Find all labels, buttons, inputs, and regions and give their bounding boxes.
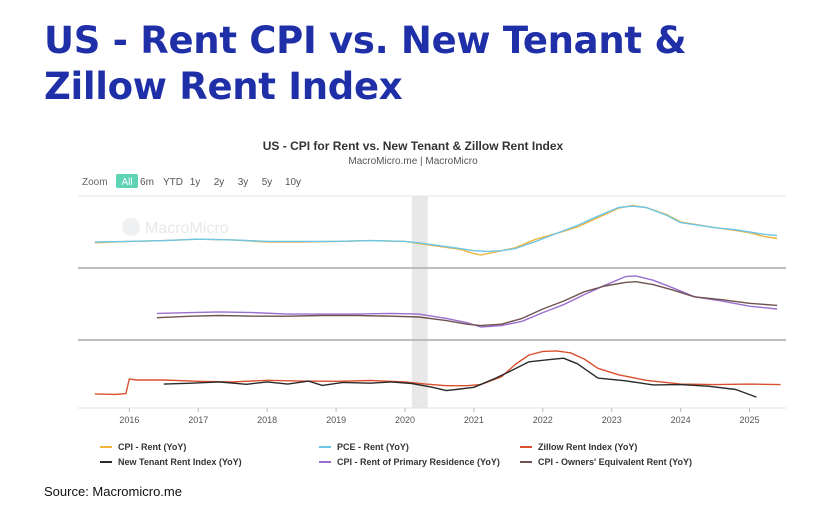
zoom-button-6m[interactable]: 6m bbox=[137, 174, 157, 188]
zoom-button-label: 5y bbox=[262, 177, 273, 188]
x-tick-label: 2020 bbox=[395, 415, 415, 425]
chart-frame: US - CPI for Rent vs. New Tenant & Zillo… bbox=[78, 122, 786, 474]
legend-label: CPI - Owners' Equivalent Rent (YoY) bbox=[538, 457, 692, 467]
watermark: MacroMicro bbox=[122, 218, 229, 237]
zoom-button-all[interactable]: All bbox=[116, 174, 138, 188]
zoom-button-label: 3y bbox=[238, 177, 249, 188]
legend-item-cpi-rent[interactable]: CPI - Rent (YoY) bbox=[100, 442, 186, 452]
zoom-button-10y[interactable]: 10y bbox=[282, 174, 304, 188]
panel-3: 20100Percent bbox=[78, 339, 786, 398]
x-axis: 2016 2017 2018 2019 2020 2021 2022 2023 2024 2025 bbox=[119, 408, 760, 425]
shaded-period bbox=[411, 196, 428, 408]
zoom-button-bg bbox=[116, 174, 138, 188]
zoom-button-5y[interactable]: 5y bbox=[258, 174, 276, 188]
legend-item-cpi-primary-residence[interactable]: CPI - Rent of Primary Residence (YoY) bbox=[319, 457, 500, 467]
watermark-logo-icon bbox=[122, 218, 140, 236]
series-line-pce-rent bbox=[94, 205, 778, 253]
legend-item-zillow[interactable]: Zillow Rent Index (YoY) bbox=[520, 442, 637, 452]
x-tick-label: 2024 bbox=[671, 415, 691, 425]
legend-item-cpi-oer[interactable]: CPI - Owners' Equivalent Rent (YoY) bbox=[520, 457, 692, 467]
x-tick-label: 2016 bbox=[119, 415, 139, 425]
series-line-new-tenant bbox=[163, 357, 757, 398]
x-tick-label: 2021 bbox=[464, 415, 484, 425]
legend-label: CPI - Rent of Primary Residence (YoY) bbox=[337, 457, 500, 467]
zoom-label: Zoom bbox=[82, 177, 108, 188]
zoom-button-label: All bbox=[121, 177, 132, 188]
panel-1: 105Percent bbox=[78, 195, 786, 256]
zoom-controls: All 6m YTD 1y 2y 3y 5y 10y bbox=[116, 174, 304, 188]
watermark-text: MacroMicro bbox=[145, 220, 229, 237]
x-tick-label: 2023 bbox=[602, 415, 622, 425]
series-line-zillow bbox=[94, 350, 781, 396]
panel-2: 5Percent bbox=[78, 267, 786, 328]
x-tick-label: 2022 bbox=[533, 415, 553, 425]
zoom-button-label: 6m bbox=[140, 177, 154, 188]
zoom-button-2y[interactable]: 2y bbox=[210, 174, 228, 188]
chart: US - CPI for Rent vs. New Tenant & Zillo… bbox=[78, 139, 786, 467]
chart-title: US - CPI for Rent vs. New Tenant & Zillo… bbox=[263, 139, 564, 153]
zoom-button-label: YTD bbox=[163, 177, 183, 188]
zoom-button-ytd[interactable]: YTD bbox=[162, 174, 184, 188]
zoom-button-1y[interactable]: 1y bbox=[186, 174, 204, 188]
legend-label: CPI - Rent (YoY) bbox=[118, 442, 186, 452]
legend: CPI - Rent (YoY) PCE - Rent (YoY) Zillow R… bbox=[100, 442, 692, 467]
chart-subtitle: MacroMicro.me | MacroMicro bbox=[348, 156, 478, 167]
zoom-button-label: 10y bbox=[285, 177, 301, 188]
legend-label: PCE - Rent (YoY) bbox=[337, 442, 409, 452]
legend-item-pce-rent[interactable]: PCE - Rent (YoY) bbox=[319, 442, 409, 452]
legend-item-new-tenant[interactable]: New Tenant Rent Index (YoY) bbox=[100, 457, 242, 467]
zoom-button-3y[interactable]: 3y bbox=[234, 174, 252, 188]
series-line-cpi-primary-residence bbox=[156, 275, 778, 328]
x-tick-label: 2018 bbox=[257, 415, 277, 425]
x-tick-label: 2025 bbox=[740, 415, 760, 425]
legend-label: Zillow Rent Index (YoY) bbox=[538, 442, 637, 452]
source-note: Source: Macromicro.me bbox=[44, 484, 182, 499]
x-tick-label: 2017 bbox=[188, 415, 208, 425]
zoom-button-label: 1y bbox=[190, 177, 201, 188]
plot-area: 105Percent 5Percent 20100Percent bbox=[78, 195, 786, 409]
zoom-button-label: 2y bbox=[214, 177, 225, 188]
legend-label: New Tenant Rent Index (YoY) bbox=[118, 457, 242, 467]
series-line-cpi-oer bbox=[156, 281, 778, 327]
x-tick-label: 2019 bbox=[326, 415, 346, 425]
slide-title: US - Rent CPI vs. New Tenant & Zillow Re… bbox=[44, 19, 687, 108]
